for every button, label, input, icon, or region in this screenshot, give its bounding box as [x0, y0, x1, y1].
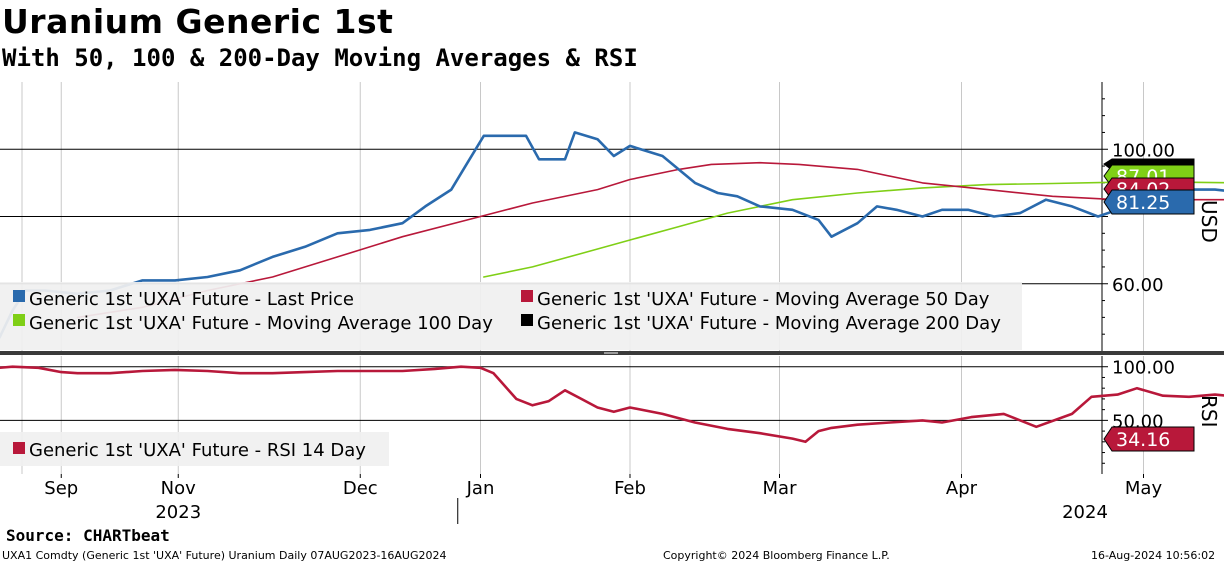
panel-separator-grip [604, 352, 618, 354]
legend-label-ma50: Generic 1st 'UXA' Future - Moving Averag… [537, 289, 990, 310]
rsi-legend-box [0, 432, 389, 466]
legend-swatch-rsi [13, 442, 25, 454]
legend-swatch-ma200 [521, 314, 533, 326]
legend-swatch-ma100 [13, 314, 25, 326]
x-month-label: Feb [614, 478, 646, 499]
price-tick-label: 60.00 [1112, 275, 1164, 296]
rsi-value: 34.16 [1116, 429, 1170, 451]
footer-copyright: Copyright© 2024 Bloomberg Finance L.P. [663, 549, 890, 562]
legend-label-rsi: Generic 1st 'UXA' Future - RSI 14 Day [29, 440, 366, 461]
footer-security-info: UXA1 Comdty (Generic 1st 'UXA' Future) U… [2, 549, 447, 562]
x-month-label: Sep [44, 478, 78, 499]
x-year-label: 2023 [155, 502, 201, 523]
price-legend-box [0, 282, 1022, 350]
rsi-axis-title: RSI [1197, 395, 1221, 428]
legend-swatch-ma50 [521, 290, 533, 302]
rsi-tick-label: 100.00 [1112, 358, 1175, 379]
x-month-label: Mar [763, 478, 798, 499]
legend-swatch-price [13, 290, 25, 302]
rsi-tag [1103, 426, 1195, 452]
footer-timestamp: 16-Aug-2024 10:56:02 [1091, 549, 1216, 562]
x-month-label: Jan [466, 478, 495, 499]
legend-label-ma200: Generic 1st 'UXA' Future - Moving Averag… [537, 313, 1001, 334]
price-tick-label: 100.00 [1112, 140, 1175, 161]
x-month-label: Nov [161, 478, 196, 499]
ma50-line [76, 161, 1224, 319]
rsi-line [0, 365, 1224, 444]
x-month-label: Dec [343, 478, 378, 499]
x-year-label: 2024 [1062, 502, 1108, 523]
price-axis-title: USD [1197, 200, 1221, 243]
x-month-label: May [1125, 478, 1163, 499]
chart-title: Uranium Generic 1st [2, 2, 394, 41]
legend-label-price: Generic 1st 'UXA' Future - Last Price [29, 289, 354, 310]
x-month-label: Apr [946, 478, 978, 499]
chart-subtitle: With 50, 100 & 200-Day Moving Averages &… [2, 44, 638, 72]
last-price-tag [1103, 189, 1195, 215]
legend-label-ma100: Generic 1st 'UXA' Future - Moving Averag… [29, 313, 493, 334]
ma100-line [483, 181, 1224, 278]
source-label: Source: CHARTbeat [6, 526, 170, 545]
last-price-line [0, 131, 1224, 339]
last-price-value: 81.25 [1116, 192, 1170, 214]
